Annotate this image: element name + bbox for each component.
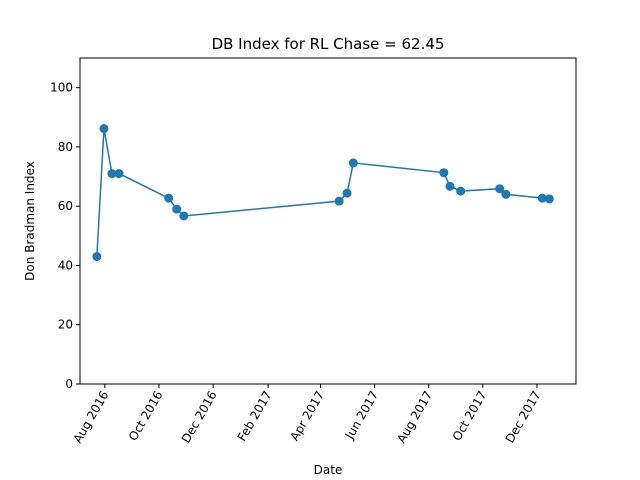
x-axis-label: Date bbox=[314, 463, 343, 477]
data-point bbox=[107, 169, 117, 179]
x-tick-label: Aug 2016 bbox=[70, 389, 111, 446]
y-tick-label: 40 bbox=[58, 258, 73, 272]
plot-frame bbox=[79, 57, 577, 385]
y-tick-label: 60 bbox=[58, 199, 73, 213]
x-tick-label: Jun 2017 bbox=[342, 389, 381, 443]
x-tick-label: Oct 2017 bbox=[450, 389, 490, 444]
plot-area bbox=[92, 124, 554, 262]
x-tick-label: Feb 2017 bbox=[235, 389, 275, 444]
y-tick-label: 100 bbox=[50, 81, 73, 95]
data-point bbox=[456, 186, 466, 196]
x-tick-label: Aug 2017 bbox=[394, 389, 435, 446]
data-point bbox=[495, 184, 505, 194]
x-tick-label: Dec 2017 bbox=[503, 389, 544, 446]
y-axis-label: Don Bradman Index bbox=[23, 161, 37, 281]
data-point bbox=[99, 124, 109, 134]
data-point bbox=[334, 196, 344, 206]
x-tick-label: Oct 2016 bbox=[126, 389, 166, 444]
data-point bbox=[445, 181, 455, 191]
data-point bbox=[114, 169, 124, 179]
data-point bbox=[164, 193, 174, 203]
y-tick-label: 80 bbox=[58, 140, 73, 154]
data-point bbox=[92, 252, 102, 262]
data-point bbox=[439, 168, 449, 178]
data-point bbox=[342, 188, 352, 198]
data-point bbox=[501, 189, 511, 199]
data-point bbox=[544, 194, 554, 204]
y-tick-label: 20 bbox=[58, 318, 73, 332]
data-point bbox=[172, 204, 182, 214]
data-point bbox=[348, 158, 358, 168]
data-point bbox=[179, 211, 189, 221]
x-tick-label: Apr 2017 bbox=[287, 389, 327, 444]
x-tick-label: Dec 2016 bbox=[179, 389, 220, 446]
x-axis: Aug 2016 Oct 2016 Dec 2016 Feb 2017 Apr 2017… bbox=[70, 384, 544, 446]
series-line bbox=[96, 128, 550, 257]
data-point bbox=[537, 193, 547, 203]
y-axis: 0 20 40 60 80 100 bbox=[50, 81, 80, 391]
y-tick-label: 0 bbox=[65, 377, 73, 391]
chart-title: DB Index for RL Chase = 62.45 bbox=[212, 35, 445, 53]
